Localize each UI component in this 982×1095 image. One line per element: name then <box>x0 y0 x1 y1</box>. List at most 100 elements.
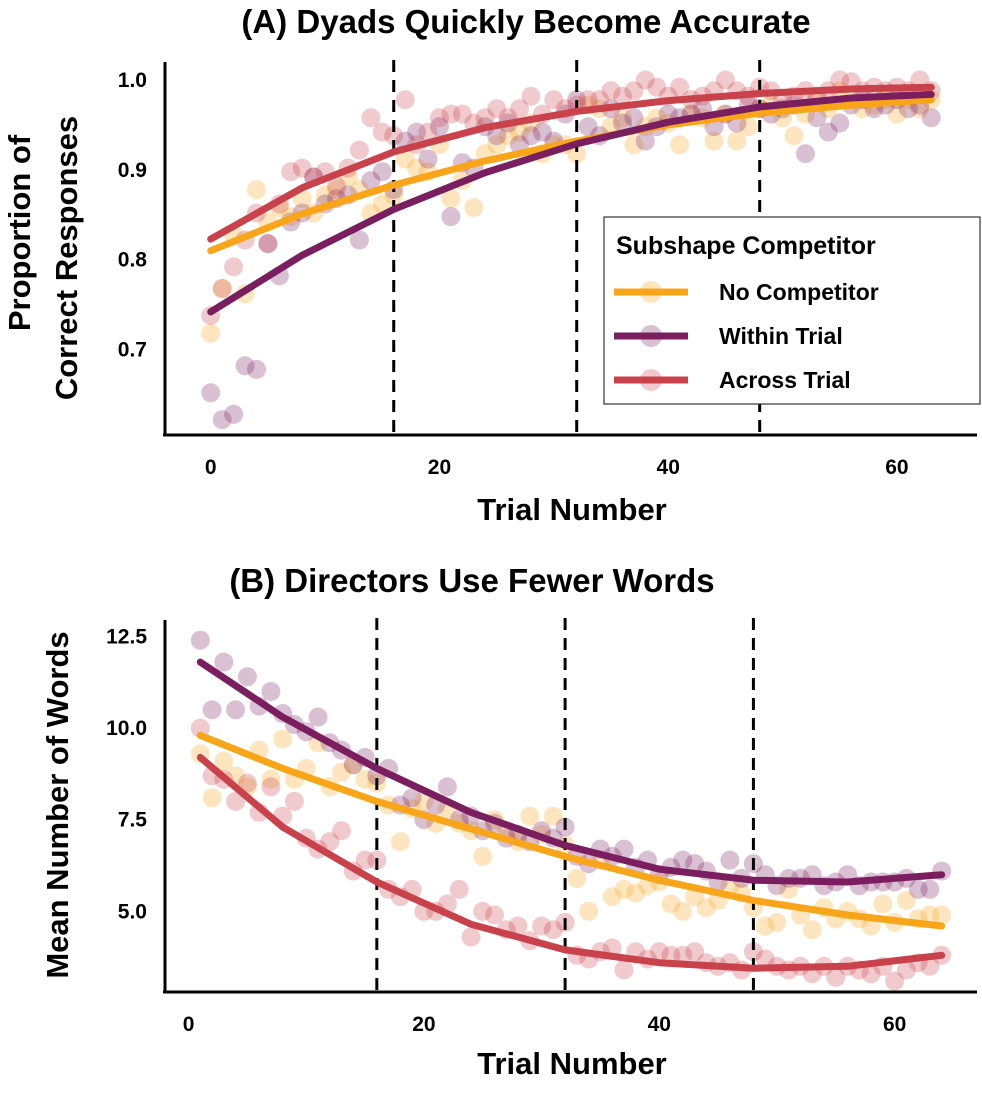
panel-a-point-within-trial-21 <box>441 207 461 227</box>
panel-b-point-across-trial-11 <box>320 832 340 852</box>
panel-a-point-within-trial-4 <box>247 359 266 379</box>
legend-box <box>603 216 981 405</box>
panel-a-point-across-trial-1 <box>212 279 232 298</box>
panel-b-point-within-trial-21 <box>437 777 457 797</box>
panel-b-title: (B) Directors Use Fewer Words <box>229 562 714 599</box>
panel-a-point-across-trial-19 <box>418 122 438 142</box>
panel-a-point-across-trial-39 <box>647 77 667 97</box>
panel-a-title: (A) Dyads Quickly Become Accurate <box>241 3 810 40</box>
panel-a-point-across-trial-38 <box>635 70 655 90</box>
panel-a-y-tick-label-0-7: 0.7 <box>118 339 147 362</box>
panel-a-point-within-trial-2 <box>224 404 244 424</box>
panel-b-point-across-trial-47 <box>743 942 763 962</box>
panel-a-point-across-trial-41 <box>670 77 690 97</box>
panel-b-point-no-competitor-33 <box>579 901 599 921</box>
panel-a-point-across-trial-25 <box>487 99 507 119</box>
panel-b-point-across-trial-27 <box>508 916 528 936</box>
panel-b-point-no-competitor-63 <box>932 905 952 925</box>
panel-b-point-across-trial-14 <box>355 850 375 870</box>
panel-a-point-within-trial-15 <box>372 162 392 182</box>
panel-b-point-no-competitor-7 <box>273 729 293 749</box>
panel-b-point-no-competitor-36 <box>614 879 634 899</box>
panel-a-point-no-competitor-26 <box>498 126 518 146</box>
panel-a-point-across-trial-8 <box>292 158 312 178</box>
panel-a-fit-lines <box>207 83 935 316</box>
panel-b-point-across-trial-59 <box>885 971 905 991</box>
panel-a-point-within-trial-28 <box>521 126 541 146</box>
panel-a-point-within-trial-38 <box>635 131 655 151</box>
panel-b-point-across-trial-22 <box>449 879 469 899</box>
panel-b-point-within-trial-0 <box>190 630 210 650</box>
panel-a-point-across-trial-20 <box>430 108 449 128</box>
panel-a-point-across-trial-24 <box>475 108 495 128</box>
panel-a-tick-labels: 0 20 40 60 0.7 0.8 0.9 1.0 <box>118 69 909 479</box>
panel-a-point-within-trial-63 <box>921 108 941 128</box>
panel-a-point-across-trial-55 <box>830 70 850 90</box>
panel-a-point-no-competitor-4 <box>247 180 266 200</box>
panel-b-x-tick-label-20: 20 <box>412 1013 435 1036</box>
panel-a-point-no-competitor-10 <box>315 185 335 205</box>
panel-a-point-no-competitor-25 <box>487 135 507 155</box>
panel-a-point-across-trial-11 <box>327 176 346 196</box>
panel-a-point-within-trial-29 <box>532 122 552 142</box>
panel-b-point-across-trial-25 <box>485 905 504 925</box>
panel-a-point-within-trial-19 <box>418 149 438 169</box>
panel-a-point-across-trial-14 <box>361 108 381 128</box>
panel-b-y-tick-label-10-0: 10.0 <box>106 717 147 740</box>
panel-a-point-across-trial-7 <box>281 162 301 182</box>
panel-a-point-across-trial-37 <box>624 81 644 101</box>
panel-b-point-across-trial-4 <box>237 773 257 793</box>
panel-b-point-no-competitor-49 <box>767 912 787 932</box>
panel-b-point-no-competitor-30 <box>543 806 563 826</box>
legend-item-within-trial: Within Trial <box>614 323 843 349</box>
panel-a-point-within-trial-3 <box>235 356 255 376</box>
panel-b-x-tick-label-40: 40 <box>648 1013 671 1036</box>
panel-a-y-tick-label-1-0: 1.0 <box>118 69 147 92</box>
panel-a-axes <box>163 62 977 437</box>
panel-b-points <box>190 630 952 991</box>
panel-b-point-across-trial-48 <box>755 949 775 969</box>
legend-label-within-trial: Within Trial <box>719 323 843 349</box>
panel-b-point-within-trial-4 <box>237 667 257 687</box>
panel-b-fit-lines <box>196 658 946 972</box>
legend-label-across-trial: Across Trial <box>719 367 851 393</box>
panel-b-y-axis-title: Mean Number of Words <box>40 631 75 978</box>
panel-a-point-within-trial-55 <box>830 113 850 133</box>
panel-a-point-within-trial-53 <box>807 108 827 128</box>
panel-a-point-no-competitor-46 <box>727 131 747 151</box>
panel-a-point-no-competitor-37 <box>624 135 644 155</box>
panel-b-point-no-competitor-41 <box>673 901 693 921</box>
legend-item-no-competitor: No Competitor <box>614 279 879 305</box>
panel-a-point-within-trial-37 <box>624 108 644 128</box>
panel-b-point-across-trial-39 <box>649 942 669 962</box>
panel-b-point-no-competitor-52 <box>802 920 822 940</box>
panel-b-point-across-trial-54 <box>826 967 846 987</box>
panel-a-point-no-competitor-44 <box>704 131 724 151</box>
panel-b-point-across-trial-41 <box>673 945 693 965</box>
panel-a-x-tick-label-40: 40 <box>657 456 680 479</box>
panel-b-point-within-trial-41 <box>673 850 693 870</box>
panel-b-point-no-competitor-62 <box>920 905 940 925</box>
panel-b-point-no-competitor-43 <box>696 898 716 918</box>
panel-a-point-across-trial-17 <box>395 90 415 110</box>
panel-b-fit-no-competitor <box>196 731 946 930</box>
panel-a-point-no-competitor-23 <box>464 198 484 218</box>
panel-a-y-axis-title-line1: Proportion of <box>2 134 37 331</box>
panel-a-point-no-competitor-0 <box>201 323 221 343</box>
panel-b-point-no-competitor-60 <box>896 890 916 910</box>
panel-b-point-within-trial-61 <box>908 879 928 899</box>
panel-b-fit-across-trial <box>196 753 946 972</box>
panel-a-point-no-competitor-1 <box>212 279 232 298</box>
panel-a-point-across-trial-21 <box>441 104 461 124</box>
panel-a-point-within-trial-13 <box>349 230 369 250</box>
panel-b-point-across-trial-24 <box>473 901 493 921</box>
panel-b-point-across-trial-8 <box>284 791 304 811</box>
panel-b-point-across-trial-3 <box>226 791 246 811</box>
panel-a-point-across-trial-33 <box>578 90 598 110</box>
panel-b-point-within-trial-42 <box>685 854 705 874</box>
panel-a-point-no-competitor-21 <box>441 189 461 209</box>
panel-a-point-across-trial-16 <box>384 126 404 146</box>
panel-a-point-within-trial-25 <box>487 126 507 146</box>
panel-b-point-within-trial-45 <box>720 850 740 870</box>
